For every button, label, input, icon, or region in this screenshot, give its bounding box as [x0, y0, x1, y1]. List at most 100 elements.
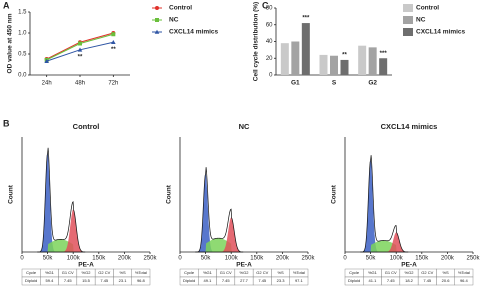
- y-tick-label: 60: [266, 22, 273, 28]
- legend-swatch: [403, 16, 413, 24]
- legend-swatch: [403, 28, 413, 36]
- bar: [368, 47, 377, 75]
- table-text: G1 CV: [385, 270, 397, 275]
- x-tick-label: 50k: [43, 256, 54, 262]
- bar: [280, 43, 289, 75]
- table-text: 7.45: [423, 278, 432, 283]
- table-text: Cycle: [26, 270, 37, 275]
- bar: [330, 55, 338, 75]
- table-text: 7.45: [64, 278, 73, 283]
- x-axis-label: PE-A: [401, 262, 417, 269]
- legend-label: NC: [416, 17, 426, 24]
- x-tick-label: 150k: [250, 256, 264, 262]
- data-point: [78, 41, 82, 46]
- table-text: G1 CV: [220, 270, 232, 275]
- x-tick-label: 100k: [225, 256, 239, 262]
- table-text: %S: [119, 270, 126, 275]
- table-text: %G2: [405, 270, 415, 275]
- panel-title: CXCL14 mimics: [381, 122, 438, 131]
- significance-label: **: [78, 54, 83, 60]
- bar: [319, 54, 328, 75]
- table-text: G2 CV: [256, 270, 268, 275]
- y-axis-label: Count: [8, 184, 15, 204]
- table-text: Diploid: [183, 278, 195, 283]
- panel-title: NC: [239, 122, 250, 131]
- legend-swatch: [403, 4, 413, 12]
- table-text: 7.45: [100, 278, 109, 283]
- x-tick-label: 48h: [75, 81, 85, 87]
- table-text: %G1: [45, 270, 55, 275]
- table-text: %G1: [368, 270, 378, 275]
- x-tick-label: 0: [20, 256, 24, 262]
- g2-fill: [37, 209, 86, 252]
- table-text: 20.6: [442, 278, 451, 283]
- table-text: 7.45: [387, 278, 396, 283]
- bar: [379, 58, 388, 75]
- y-tick-label: 0: [269, 73, 273, 79]
- bar: [291, 41, 300, 75]
- table-text: 41.1: [369, 278, 378, 283]
- table-text: 27.7: [240, 278, 249, 283]
- bar: [340, 59, 349, 75]
- histogram-outline: [360, 155, 409, 253]
- panel-label: B: [3, 118, 10, 128]
- legend-marker: [155, 6, 159, 10]
- legend-label: Control: [169, 5, 192, 12]
- y-axis-label: Count: [331, 184, 338, 204]
- legend-marker: [154, 29, 160, 34]
- x-tick-label: 100k: [67, 256, 81, 262]
- bar: [301, 23, 310, 75]
- x-tick-label: 150k: [415, 256, 429, 262]
- y-axis-label: Cell cycle distribution (%): [253, 2, 260, 81]
- significance-label: **: [111, 47, 116, 53]
- table-text: G1 CV: [62, 270, 74, 275]
- table-text: 96.8: [137, 278, 146, 283]
- x-tick-label: 250k: [143, 256, 157, 262]
- significance-label: **: [342, 53, 347, 59]
- x-tick-label: S: [332, 80, 337, 87]
- table-text: 59.4: [46, 278, 55, 283]
- table-text: 15.5: [82, 278, 91, 283]
- panel-title: Control: [73, 122, 100, 131]
- table-text: 96.4: [460, 278, 469, 283]
- histogram-outline: [37, 147, 86, 253]
- table-text: Diploid: [25, 278, 37, 283]
- x-tick-label: 0: [343, 256, 347, 262]
- x-tick-label: G2: [368, 80, 377, 87]
- x-tick-label: 50k: [366, 256, 377, 262]
- x-axis-label: PE-A: [236, 262, 252, 269]
- table-cell: [454, 276, 474, 286]
- table-text: 97.1: [295, 278, 304, 283]
- y-tick-label: 40: [266, 39, 273, 45]
- table-text: %Total: [293, 270, 305, 275]
- y-axis-label: OD value at 450 nm: [7, 13, 14, 73]
- y-axis-label: Count: [166, 184, 173, 204]
- table-text: 7.45: [258, 278, 267, 283]
- legend-marker: [155, 18, 159, 22]
- table-text: 7.45: [222, 278, 231, 283]
- x-tick-label: 200k: [441, 256, 455, 262]
- y-tick-label: 1.0: [18, 31, 27, 37]
- table-text: 23.1: [119, 278, 128, 283]
- panel-label: A: [3, 0, 10, 10]
- table-text: 49.1: [204, 278, 213, 283]
- x-tick-label: 250k: [466, 256, 480, 262]
- table-text: %G1: [203, 270, 213, 275]
- significance-label: ***: [380, 51, 388, 57]
- x-tick-label: 250k: [301, 256, 315, 262]
- table-cell: [131, 276, 151, 286]
- table-text: G2 CV: [98, 270, 110, 275]
- table-text: Cycle: [184, 270, 195, 275]
- table-text: %G2: [240, 270, 250, 275]
- table-text: Cycle: [349, 270, 360, 275]
- table-text: %Total: [458, 270, 470, 275]
- legend-label: CXCL14 mimics: [169, 29, 219, 36]
- table-cell: [289, 276, 309, 286]
- table-text: 23.3: [277, 278, 286, 283]
- histogram-outline: [195, 167, 244, 253]
- data-point: [111, 32, 116, 37]
- table-text: Diploid: [348, 278, 360, 283]
- panel-label: C: [262, 0, 269, 10]
